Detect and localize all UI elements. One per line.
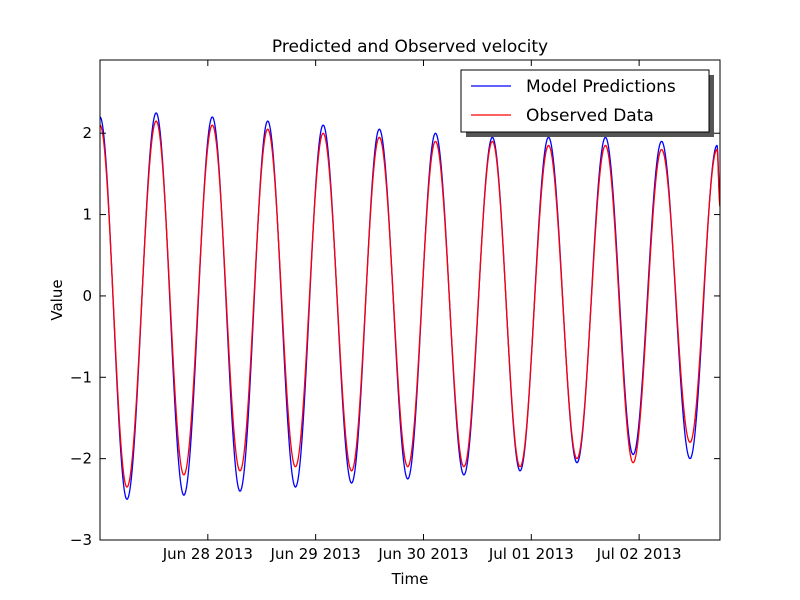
x-tick-label: Jun 29 2013 — [270, 545, 361, 563]
x-tick-label: Jul 01 2013 — [488, 545, 574, 563]
y-tick-label: −2 — [70, 450, 92, 468]
legend-box — [460, 69, 710, 133]
ticks-layer: −3 −2 −1 0 1 2 Jun 28 2013 Jun 29 2013 Jun 30 20… — [70, 60, 720, 563]
legend-label-observed: Observed Data — [526, 106, 654, 126]
y-axis-label: Value — [48, 279, 66, 320]
legend: Model Predictions Observed Data — [460, 69, 714, 137]
x-tick-label: Jul 02 2013 — [596, 545, 682, 563]
series-line-observed-data — [100, 120, 720, 488]
y-tick-label: 0 — [82, 287, 92, 305]
y-tick-label: −1 — [70, 368, 92, 386]
x-axis-label: Time — [391, 570, 429, 588]
y-tick-label: 2 — [82, 124, 92, 142]
y-tick-label: 1 — [82, 206, 92, 224]
y-tick-label: −3 — [70, 531, 92, 549]
plot-frame — [99, 59, 721, 541]
legend-label-model: Model Predictions — [526, 77, 676, 97]
x-tick-label: Jun 30 2013 — [377, 545, 468, 563]
x-tick-label: Jun 28 2013 — [162, 545, 253, 563]
chart-title: Predicted and Observed velocity — [272, 37, 548, 57]
series-layer — [100, 112, 720, 500]
